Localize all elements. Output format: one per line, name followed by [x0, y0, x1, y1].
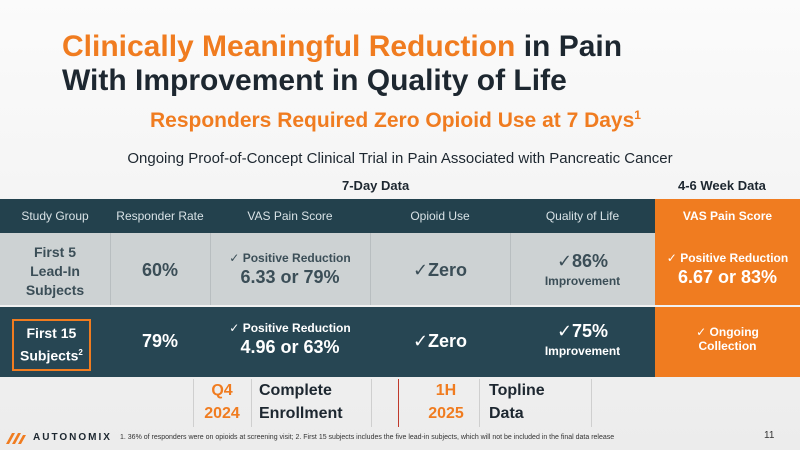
timeline-text: Complete: [259, 382, 332, 399]
title-accent: Clinically Meaningful Reduction: [62, 30, 516, 63]
vas-value: 6.33 or 79%: [240, 267, 340, 287]
group-footnote-ref: 2: [78, 348, 83, 357]
check-icon: ✓: [412, 260, 429, 281]
vas-label: Positive Reduction: [242, 251, 351, 265]
column-divider: [110, 233, 111, 305]
header-vas-pain-score-4-6wk: VAS Pain Score: [655, 199, 800, 233]
highlight-box: First 15 Subjects2: [12, 319, 91, 371]
wk-line2: Collection: [698, 339, 757, 353]
vas-cell: ✓ Positive Reduction 4.96 or 63%: [210, 321, 370, 358]
qol-cell: ✓75% Improvement: [510, 321, 655, 358]
opioid-cell: ✓Zero: [370, 260, 510, 281]
check-icon: ✓: [229, 251, 240, 265]
group-line: First 5: [33, 244, 76, 260]
check-icon: ✓: [666, 251, 677, 265]
wk-line1: Ongoing: [709, 325, 759, 339]
check-icon: ✓: [556, 321, 573, 342]
timeline-period: Q4 2024: [197, 379, 247, 425]
qol-label: Improvement: [544, 344, 621, 358]
footnote: 1. 36% of responders were on opioids at …: [120, 434, 615, 441]
timeline-text: Enrollment: [259, 405, 343, 422]
header-study-group: Study Group: [21, 209, 89, 223]
header-opioid-use: Opioid Use: [410, 209, 470, 223]
seven-day-heading: 7-Day Data: [342, 178, 410, 193]
vas-cell: ✓ Positive Reduction 6.33 or 79%: [210, 251, 370, 288]
trial-description: Ongoing Proof-of-Concept Clinical Trial …: [127, 150, 673, 167]
opioid-value: Zero: [428, 260, 468, 280]
timeline-divider: [479, 379, 480, 427]
timeline-divider: [591, 379, 592, 427]
check-icon: ✓: [696, 325, 707, 339]
timeline-year: 2025: [428, 405, 464, 422]
four-six-week-heading: 4-6 Week Data: [678, 178, 766, 193]
subtitle-footnote-ref: 1: [634, 108, 641, 122]
timeline: Q4 2024 Complete Enrollment 1H 2025 Topl…: [193, 379, 593, 427]
timeline-text: Topline: [489, 382, 545, 399]
wk-label: Positive Reduction: [680, 251, 789, 265]
group-line: Lead-In: [30, 263, 80, 279]
check-icon: ✓: [229, 321, 240, 335]
timeline-divider: [193, 379, 194, 427]
timeline-year: 2024: [204, 405, 240, 422]
qol-value: 75%: [572, 321, 609, 341]
timeline-divider: [398, 379, 399, 427]
four-six-week-value-cell: ✓ Ongoing Collection: [655, 325, 800, 353]
autonomix-logo-icon: [6, 433, 26, 444]
wk-value: 6.67 or 83%: [677, 267, 778, 287]
timeline-quarter: 1H: [435, 382, 457, 399]
opioid-cell: ✓Zero: [370, 331, 510, 352]
column-divider: [370, 233, 371, 305]
check-icon: ✓: [556, 251, 573, 272]
check-icon: ✓: [412, 331, 429, 352]
header-quality-of-life: Quality of Life: [545, 209, 620, 223]
group-line: Subjects: [20, 347, 79, 364]
opioid-value: Zero: [428, 331, 468, 351]
timeline-period: 1H 2025: [421, 379, 471, 425]
group-line: Subjects: [25, 282, 85, 298]
page-number: 11: [764, 430, 775, 441]
four-six-week-cell: [655, 233, 800, 305]
slide-title: Clinically Meaningful Reduction in Pain …: [62, 30, 742, 98]
study-group-cell: First 5 Lead-In Subjects: [0, 243, 110, 300]
timeline-divider: [251, 379, 252, 427]
header-vas-pain-score: VAS Pain Score: [247, 209, 333, 223]
four-six-week-value-cell: ✓ Positive Reduction 6.67 or 83%: [655, 251, 800, 288]
timeline-quarter: Q4: [211, 382, 233, 399]
timeline-milestone: Topline Data: [489, 379, 545, 425]
qol-cell: ✓86% Improvement: [510, 251, 655, 288]
subtitle-text: Responders Required Zero Opioid Use at 7…: [150, 109, 635, 132]
header-responder-rate: Responder Rate: [116, 209, 204, 223]
timeline-divider: [371, 379, 372, 427]
responder-rate-value: 79%: [141, 331, 179, 351]
logo-text: AUTONOMIX: [33, 432, 112, 443]
study-group-cell: First 15 Subjects2: [12, 319, 91, 371]
vas-value: 4.96 or 63%: [240, 337, 340, 357]
four-six-week-cell: [655, 307, 800, 377]
title-line2: With Improvement in Quality of Life: [62, 64, 567, 97]
qol-value: 86%: [572, 251, 609, 271]
column-divider: [510, 233, 511, 305]
timeline-milestone: Complete Enrollment: [259, 379, 343, 425]
responder-rate-value: 60%: [141, 260, 179, 280]
timeline-text: Data: [489, 405, 524, 422]
column-divider: [210, 233, 211, 305]
table-header: Study Group Responder Rate VAS Pain Scor…: [0, 199, 800, 233]
qol-label: Improvement: [544, 274, 621, 288]
group-line: First 15: [26, 325, 77, 341]
title-rest: in Pain: [515, 30, 623, 63]
vas-label: Positive Reduction: [242, 321, 351, 335]
slide-subtitle: Responders Required Zero Opioid Use at 7…: [150, 108, 750, 133]
